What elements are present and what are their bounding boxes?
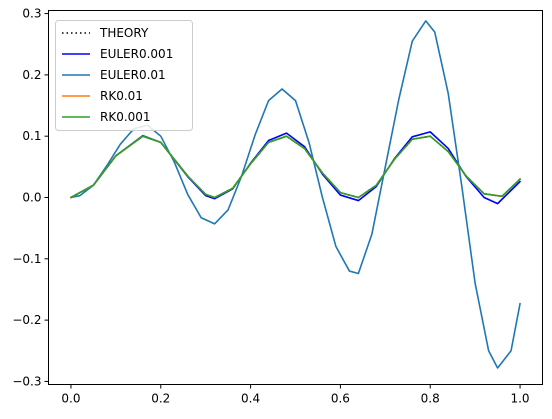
series-layer [70, 20, 521, 369]
legend-label: RK0.01 [100, 89, 143, 103]
legend: THEORY EULER0.001 EULER0.01 RK0.01 RK0.001 [55, 20, 193, 131]
y-tick-label: 0.2 [22, 68, 41, 82]
legend-label: THEORY [99, 26, 149, 40]
x-tick-label: 0.0 [61, 392, 80, 406]
y-tick-label: −0.2 [12, 313, 41, 327]
x-tick-label: 0.8 [421, 392, 440, 406]
y-tick-label: 0.3 [22, 7, 41, 21]
y-tick-label: −0.1 [12, 252, 41, 266]
y-tick-label: 0.1 [22, 129, 41, 143]
x-tick-label: 0.6 [331, 392, 350, 406]
legend-label: RK0.001 [100, 110, 151, 124]
x-tick-label: 0.4 [241, 392, 260, 406]
x-tick-label: 0.2 [151, 392, 170, 406]
legend-label: EULER0.01 [100, 68, 166, 82]
legend-frame [55, 20, 193, 131]
x-axis: 0.0 0.2 0.4 0.6 0.8 1.0 [61, 384, 530, 406]
y-tick-label: 0.0 [22, 191, 41, 205]
y-axis: −0.3 −0.2 −0.1 0.0 0.1 0.2 0.3 [12, 7, 49, 388]
series-line-rk0-001 [70, 135, 521, 199]
x-tick-label: 1.0 [510, 392, 529, 406]
legend-label: EULER0.001 [100, 47, 173, 61]
y-tick-label: −0.3 [12, 374, 41, 388]
